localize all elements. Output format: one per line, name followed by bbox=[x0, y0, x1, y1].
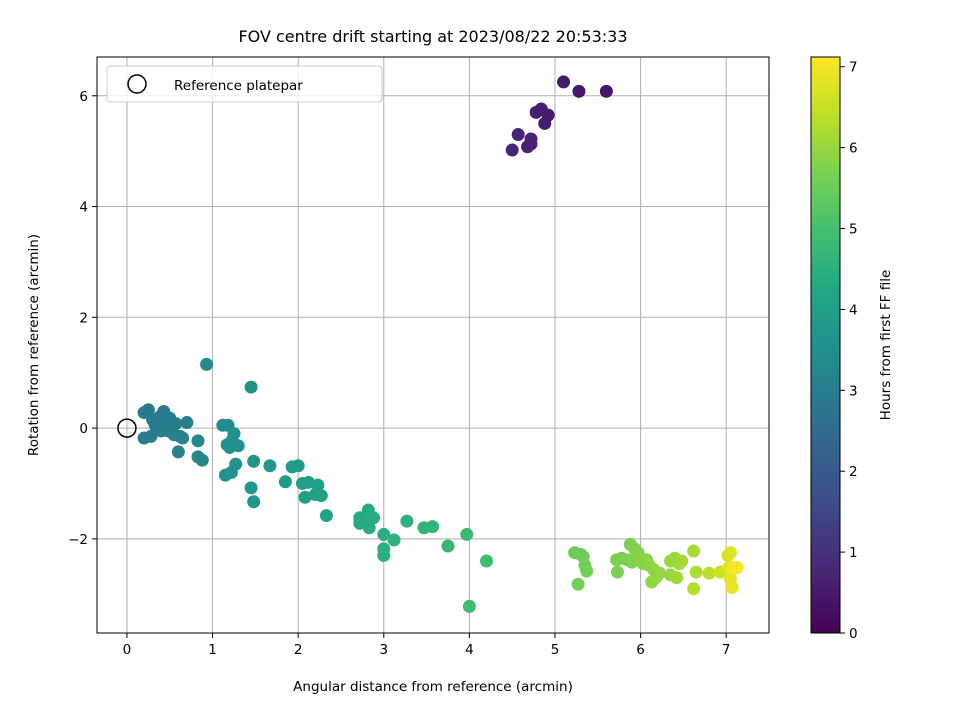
x-tick-label: 6 bbox=[636, 642, 645, 658]
y-axis-ticks: −2 0 2 4 6 bbox=[68, 89, 97, 548]
colorbar: 0 1 2 3 4 5 6 7 Hours from first FF file bbox=[810, 56, 894, 642]
y-tick-label: 4 bbox=[79, 200, 88, 216]
chart-title: FOV centre drift starting at 2023/08/22 … bbox=[238, 27, 627, 46]
colorbar-gradient bbox=[810, 56, 841, 634]
y-tick-label: 6 bbox=[79, 89, 88, 105]
data-point bbox=[460, 527, 474, 541]
grid-lines bbox=[97, 57, 769, 633]
data-point bbox=[541, 108, 555, 122]
data-point bbox=[180, 416, 194, 430]
y-tick-label: 0 bbox=[79, 421, 88, 437]
data-point bbox=[462, 599, 476, 613]
plot-frame bbox=[96, 56, 770, 634]
data-point bbox=[730, 561, 744, 575]
data-point bbox=[387, 533, 401, 547]
x-axis-label: Angular distance from reference (arcmin) bbox=[293, 679, 573, 695]
x-tick-label: 3 bbox=[379, 642, 388, 658]
data-point bbox=[278, 475, 292, 489]
data-point bbox=[652, 566, 666, 580]
data-point bbox=[377, 548, 391, 562]
x-tick-label: 1 bbox=[208, 642, 217, 658]
data-point bbox=[687, 544, 701, 558]
data-point bbox=[675, 554, 689, 568]
data-point bbox=[176, 431, 190, 445]
data-point bbox=[231, 439, 245, 453]
data-point bbox=[362, 521, 376, 535]
legend-marker bbox=[127, 74, 147, 94]
data-points bbox=[137, 75, 744, 613]
data-point bbox=[244, 481, 258, 495]
x-tick-label: 2 bbox=[294, 642, 303, 658]
colorbar-tick-label: 1 bbox=[849, 545, 858, 561]
data-point bbox=[572, 84, 586, 98]
colorbar-tick-label: 3 bbox=[849, 383, 858, 399]
data-point bbox=[571, 577, 585, 591]
data-point bbox=[702, 566, 716, 580]
data-point bbox=[144, 429, 158, 443]
data-point bbox=[480, 554, 494, 568]
data-point bbox=[557, 75, 571, 89]
legend-box bbox=[106, 65, 383, 103]
data-point bbox=[725, 581, 739, 595]
x-tick-label: 4 bbox=[465, 642, 474, 658]
x-axis-ticks: 0 1 2 3 4 5 6 7 bbox=[123, 633, 731, 658]
data-point bbox=[319, 509, 333, 523]
legend-entry: Reference platepar bbox=[174, 78, 303, 94]
x-tick-label: 0 bbox=[123, 642, 132, 658]
data-point bbox=[227, 427, 241, 441]
data-point bbox=[247, 495, 261, 509]
data-point bbox=[689, 565, 703, 579]
x-tick-label: 7 bbox=[722, 642, 731, 658]
data-point bbox=[314, 489, 328, 503]
data-point bbox=[229, 457, 243, 471]
y-axis-label: Rotation from reference (arcmin) bbox=[26, 234, 42, 456]
data-point bbox=[367, 511, 381, 525]
data-point bbox=[195, 453, 209, 467]
colorbar-label: Hours from first FF file bbox=[878, 270, 894, 421]
colorbar-tick-label: 7 bbox=[849, 60, 858, 76]
data-point bbox=[311, 478, 325, 492]
colorbar-tick-label: 4 bbox=[849, 302, 858, 318]
data-point bbox=[511, 128, 525, 142]
data-point bbox=[524, 137, 538, 151]
data-point bbox=[426, 520, 440, 534]
data-point bbox=[377, 527, 391, 541]
data-point bbox=[298, 490, 312, 504]
y-tick-label: −2 bbox=[68, 532, 88, 548]
data-point bbox=[670, 571, 684, 585]
reference-marker bbox=[117, 418, 137, 438]
data-point bbox=[191, 434, 205, 448]
data-point bbox=[291, 459, 305, 473]
x-tick-label: 5 bbox=[551, 642, 560, 658]
data-point bbox=[200, 357, 214, 371]
data-point bbox=[610, 565, 624, 579]
colorbar-ticks: 0 1 2 3 4 5 6 7 bbox=[840, 60, 858, 642]
data-point bbox=[171, 445, 185, 459]
data-point bbox=[580, 564, 594, 578]
data-point bbox=[141, 403, 155, 417]
data-point bbox=[441, 539, 455, 553]
colorbar-tick-label: 0 bbox=[849, 626, 858, 642]
data-point bbox=[244, 380, 258, 394]
colorbar-tick-label: 6 bbox=[849, 141, 858, 157]
data-point bbox=[599, 84, 613, 98]
legend: Reference platepar bbox=[106, 65, 383, 103]
colorbar-tick-label: 2 bbox=[849, 464, 858, 480]
data-point bbox=[723, 546, 737, 560]
data-point bbox=[263, 459, 277, 473]
data-point bbox=[169, 417, 183, 431]
colorbar-tick-label: 5 bbox=[849, 222, 858, 238]
data-point bbox=[505, 143, 519, 157]
data-point bbox=[687, 582, 701, 596]
data-point bbox=[247, 454, 261, 468]
data-point bbox=[400, 514, 414, 528]
y-tick-label: 2 bbox=[79, 310, 88, 326]
